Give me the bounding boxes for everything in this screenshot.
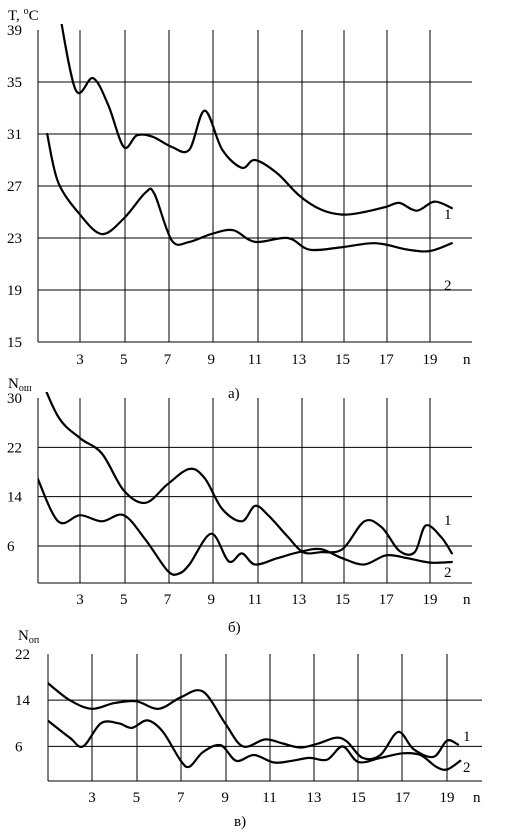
x-tick-label: 9 (208, 592, 216, 608)
panel-label: б) (228, 620, 241, 636)
x-tick-label: 17 (379, 352, 395, 368)
x-tick-label: 19 (440, 790, 455, 806)
x-axis-label: n (463, 352, 471, 368)
y-tick-label: 14 (7, 490, 23, 506)
series-line-1 (48, 681, 460, 761)
x-tick-label: 3 (76, 352, 84, 368)
x-tick-label: 19 (423, 352, 438, 368)
x-tick-label: 7 (177, 790, 185, 806)
x-tick-label: 3 (88, 790, 96, 806)
x-tick-label: 13 (291, 352, 306, 368)
y-tick-label: 6 (15, 739, 23, 755)
y-tick-label: 27 (7, 179, 23, 195)
series-label-1: 1 (444, 207, 452, 223)
x-tick-label: 3 (76, 592, 84, 608)
x-tick-label: 9 (221, 790, 229, 806)
x-tick-label: 15 (335, 352, 350, 368)
x-tick-label: 5 (120, 352, 128, 368)
panel-label: а) (228, 386, 240, 402)
series-label-2: 2 (463, 760, 471, 776)
chart-panel-3: 6 14 22 3 5 7 9 11 13 15 17 19 n Nоп 1 2 в) (15, 628, 482, 830)
x-axis-label: n (473, 790, 481, 806)
x-tick-label: 5 (120, 592, 128, 608)
series-label-1: 1 (444, 513, 452, 529)
chart-panel-2: 6 14 22 30 3 5 7 9 11 13 15 17 19 n Nош 1 2 б) (7, 376, 472, 636)
series-label-2: 2 (444, 278, 452, 294)
series-line-2 (46, 132, 453, 253)
panel-label: в) (234, 814, 246, 830)
y-tick-label: 35 (7, 75, 22, 91)
y-tick-label: 15 (7, 335, 22, 351)
x-tick-label: 11 (262, 790, 276, 806)
y-tick-label: 6 (7, 539, 15, 555)
series-line-2 (48, 719, 462, 771)
x-tick-label: 7 (164, 352, 172, 368)
y-tick-label: 22 (15, 647, 30, 663)
x-tick-label: 15 (351, 790, 366, 806)
y-tick-label: 22 (7, 440, 22, 456)
y-tick-label: 14 (15, 693, 31, 709)
y-tick-label: 19 (7, 283, 22, 299)
y-axis-label: Nош (8, 376, 32, 394)
y-axis-label: Nоп (18, 628, 40, 646)
x-tick-label: 15 (335, 592, 350, 608)
x-tick-label: 17 (395, 790, 411, 806)
y-tick-label: 30 (7, 391, 22, 407)
x-tick-label: 11 (248, 352, 262, 368)
x-tick-label: 9 (208, 352, 216, 368)
x-tick-label: 13 (291, 592, 306, 608)
x-tick-label: 7 (164, 592, 172, 608)
y-tick-label: 39 (7, 23, 22, 39)
series-line-1 (60, 24, 453, 216)
x-tick-label: 19 (423, 592, 438, 608)
series-label-2: 2 (444, 565, 452, 581)
series-line-1 (45, 392, 453, 556)
x-tick-label: 5 (133, 790, 141, 806)
series-label-1: 1 (463, 729, 471, 745)
x-axis-label: n (463, 592, 471, 608)
y-tick-label: 31 (7, 127, 22, 143)
x-tick-label: 11 (248, 592, 262, 608)
y-tick-label: 23 (7, 231, 22, 247)
x-tick-label: 13 (306, 790, 321, 806)
x-tick-label: 17 (379, 592, 395, 608)
series-line-2 (38, 476, 453, 576)
y-axis-label: T, oC (8, 6, 39, 24)
